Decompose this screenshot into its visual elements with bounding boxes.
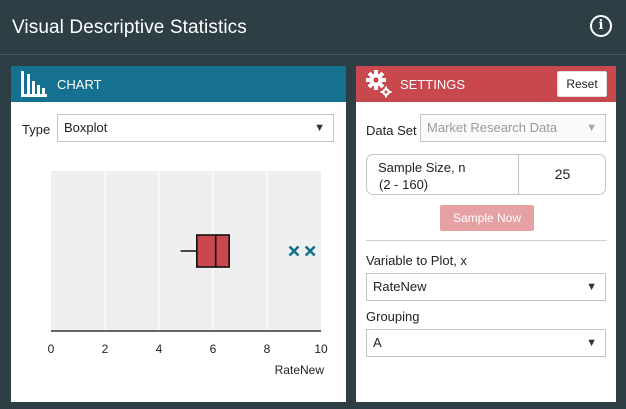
box bbox=[196, 234, 231, 268]
chevron-down-icon: ▼ bbox=[586, 281, 597, 293]
variable-label: Variable to Plot, x bbox=[366, 253, 467, 268]
chart-type-select[interactable]: Boxplot ▼ bbox=[57, 114, 334, 142]
chevron-down-icon: ▼ bbox=[314, 122, 325, 134]
variable-select[interactable]: RateNew ▼ bbox=[366, 273, 606, 301]
chevron-down-icon: ▼ bbox=[586, 122, 597, 134]
chevron-down-icon: ▼ bbox=[586, 337, 597, 349]
outlier-point bbox=[288, 245, 300, 257]
dataset-value: Market Research Data bbox=[427, 120, 558, 135]
gear-icon bbox=[365, 69, 393, 104]
grouping-label: Grouping bbox=[366, 309, 420, 324]
chart-panel: CHART Type Boxplot ▼ 0 2 4 6 8 10 RateNew bbox=[11, 66, 346, 402]
bar-chart-icon bbox=[21, 71, 47, 102]
sample-size-label: Sample Size, n (2 - 160) bbox=[378, 159, 465, 193]
boxplot-chart: 0 2 4 6 8 10 RateNew bbox=[48, 171, 328, 377]
settings-divider bbox=[366, 240, 607, 241]
outlier-stroke bbox=[304, 245, 316, 257]
x-tick-label: 10 bbox=[314, 342, 328, 356]
sample-size-label-line1: Sample Size, n bbox=[378, 160, 466, 175]
reset-button[interactable]: Reset bbox=[557, 71, 607, 97]
dataset-select[interactable]: Market Research Data ▼ bbox=[420, 114, 606, 142]
grouping-value: A bbox=[373, 335, 382, 350]
outlier-point bbox=[304, 245, 316, 257]
header-divider bbox=[0, 54, 626, 55]
sample-size-label-line2: (2 - 160) bbox=[379, 177, 429, 192]
app-title: Visual Descriptive Statistics bbox=[12, 17, 247, 38]
x-tick-label: 0 bbox=[48, 342, 55, 356]
sample-size-group: Sample Size, n (2 - 160) 25 bbox=[366, 154, 606, 195]
chart-type-value: Boxplot bbox=[64, 120, 108, 135]
settings-panel: SETTINGS Reset Data Set Market Research … bbox=[356, 66, 616, 402]
sample-size-divider bbox=[518, 155, 519, 194]
info-icon[interactable]: i bbox=[590, 15, 612, 37]
chart-header-label: CHART bbox=[57, 77, 102, 92]
chart-header: CHART bbox=[11, 66, 346, 102]
dataset-label: Data Set bbox=[366, 123, 417, 138]
x-axis-label: RateNew bbox=[275, 363, 325, 377]
type-label: Type bbox=[22, 122, 51, 137]
settings-header-label: SETTINGS bbox=[400, 77, 466, 92]
sample-size-input[interactable]: 25 bbox=[554, 166, 571, 182]
sample-now-button[interactable]: Sample Now bbox=[440, 205, 534, 231]
settings-header: SETTINGS Reset bbox=[356, 66, 616, 102]
x-tick-label: 4 bbox=[156, 342, 163, 356]
variable-value: RateNew bbox=[373, 279, 427, 294]
outlier-stroke bbox=[288, 245, 300, 257]
grouping-select[interactable]: A ▼ bbox=[366, 329, 606, 357]
x-tick-label: 8 bbox=[264, 342, 271, 356]
x-tick-label: 2 bbox=[102, 342, 109, 356]
x-tick-label: 6 bbox=[210, 342, 217, 356]
